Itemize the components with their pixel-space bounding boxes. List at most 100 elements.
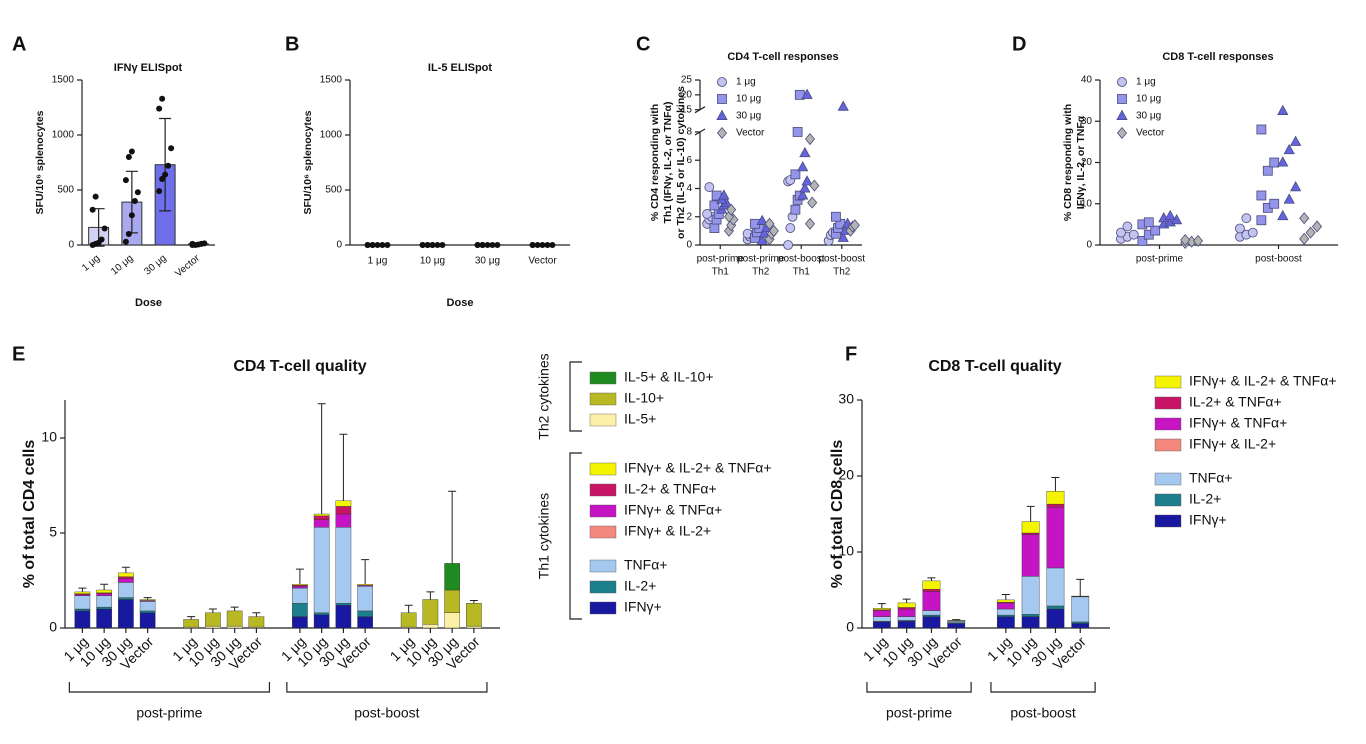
point [790, 169, 801, 180]
bar-segment [118, 578, 134, 583]
point [1122, 221, 1133, 232]
group-bracket [990, 682, 1096, 693]
chart-title: CD8 T-cell responses [1162, 51, 1273, 63]
point [1277, 209, 1289, 221]
x-tick-label: post-prime [1136, 254, 1184, 265]
point [756, 214, 768, 225]
point [165, 162, 172, 169]
bar-segment [444, 563, 460, 591]
y-axis-label: IFNγ, IL-2, or TNFα [1075, 115, 1087, 209]
y-tick-label: 1000 [52, 130, 75, 141]
point [717, 77, 727, 87]
point [1116, 109, 1128, 120]
y-axis-label: or Th2 (IL-5 or IL-10) cytokines [675, 86, 687, 239]
point [1164, 209, 1176, 221]
legend-label: 10 μg [736, 94, 761, 105]
point [1193, 234, 1204, 247]
error-bar [902, 598, 911, 603]
chart-title: CD4 T-cell responses [727, 51, 838, 63]
point [758, 227, 771, 238]
y-tick-label: 1500 [52, 75, 75, 86]
point [131, 198, 138, 204]
legend-label: IL-5+ & IL-10+ [624, 369, 714, 385]
point [704, 182, 715, 192]
bar-segment [357, 584, 373, 586]
point [128, 148, 135, 155]
point [156, 188, 163, 195]
bar-segment [226, 610, 243, 627]
y-axis-label: SFU/10⁶ splenocytes [302, 110, 314, 214]
legend-swatch [1154, 493, 1182, 507]
error-bar [426, 591, 435, 600]
bar-segment [139, 612, 156, 629]
y-tick-label: 40 [1081, 75, 1093, 86]
y-axis-label: % of total CD8 cells [829, 440, 846, 589]
legend-label: 30 μg [1136, 111, 1161, 122]
point [1299, 232, 1310, 245]
legend-bracket [569, 452, 582, 620]
bar-segment [357, 586, 373, 612]
group-label: post-boost [1010, 705, 1075, 721]
legend-label: IFNγ+ [1189, 512, 1227, 528]
point [790, 204, 801, 215]
legend-label: 1 μg [1136, 77, 1156, 88]
point [122, 177, 129, 184]
point [768, 224, 779, 237]
group-bracket [866, 682, 972, 693]
y-tick-label: 2 [686, 211, 692, 222]
bar-segment [947, 623, 966, 629]
legend-label: IL-10+ [624, 390, 664, 406]
bar-segment [996, 608, 1015, 616]
legend-label: IFNγ+ & TNFα+ [1189, 415, 1287, 431]
x-axis-label: Dose [135, 297, 162, 309]
bar-segment [292, 603, 308, 617]
x-tick-label: Vector [528, 256, 557, 267]
legend-swatch [1154, 396, 1182, 410]
point [1269, 157, 1280, 168]
bar-segment [996, 602, 1015, 610]
y-tick-label: 20 [1081, 157, 1093, 168]
y-tick-label: 15 [681, 104, 693, 115]
legend-swatch [589, 504, 617, 518]
bar-segment [996, 616, 1015, 629]
x-tick-label: 10 μg [109, 253, 135, 278]
error-bar [187, 616, 196, 620]
point [424, 242, 431, 248]
bar-segment [292, 616, 308, 629]
y-axis-label: % CD4 responding with [649, 104, 661, 221]
error-bar [208, 608, 217, 613]
point [1277, 104, 1289, 115]
bar-segment [335, 527, 352, 604]
point [434, 242, 441, 248]
error-bar [121, 566, 130, 573]
legend-label: Vector [1136, 128, 1165, 139]
legend-swatch [589, 559, 617, 573]
error-bar [339, 433, 348, 501]
bar-segment [313, 519, 330, 528]
point [419, 242, 426, 248]
point [1290, 135, 1302, 146]
bar-segment [74, 608, 91, 612]
panel-letter: B [285, 33, 299, 55]
legend-label: IL-2+ [624, 578, 656, 594]
point [797, 189, 809, 200]
legend-label: IFNγ+ & IL-2+ & TNFα+ [1189, 373, 1337, 389]
group-bracket [286, 682, 488, 693]
legend-label: IFNγ+ & TNFα+ [624, 502, 722, 518]
bar-segment [922, 616, 941, 629]
y-tick-label: 0 [686, 240, 692, 251]
point [837, 231, 849, 242]
legend-label: TNFα+ [624, 557, 667, 573]
legend-label: TNFα+ [1189, 470, 1232, 486]
bar-segment [422, 624, 439, 629]
legend-swatch [1154, 417, 1182, 431]
panel-letter: C [636, 33, 650, 55]
y-axis-label: % of total CD4 cells [21, 440, 38, 589]
x-tick-label: Th1 [793, 267, 811, 278]
point [1299, 212, 1310, 225]
bar-segment [292, 587, 308, 604]
point [809, 179, 820, 192]
point [189, 240, 196, 247]
point [1116, 227, 1126, 238]
